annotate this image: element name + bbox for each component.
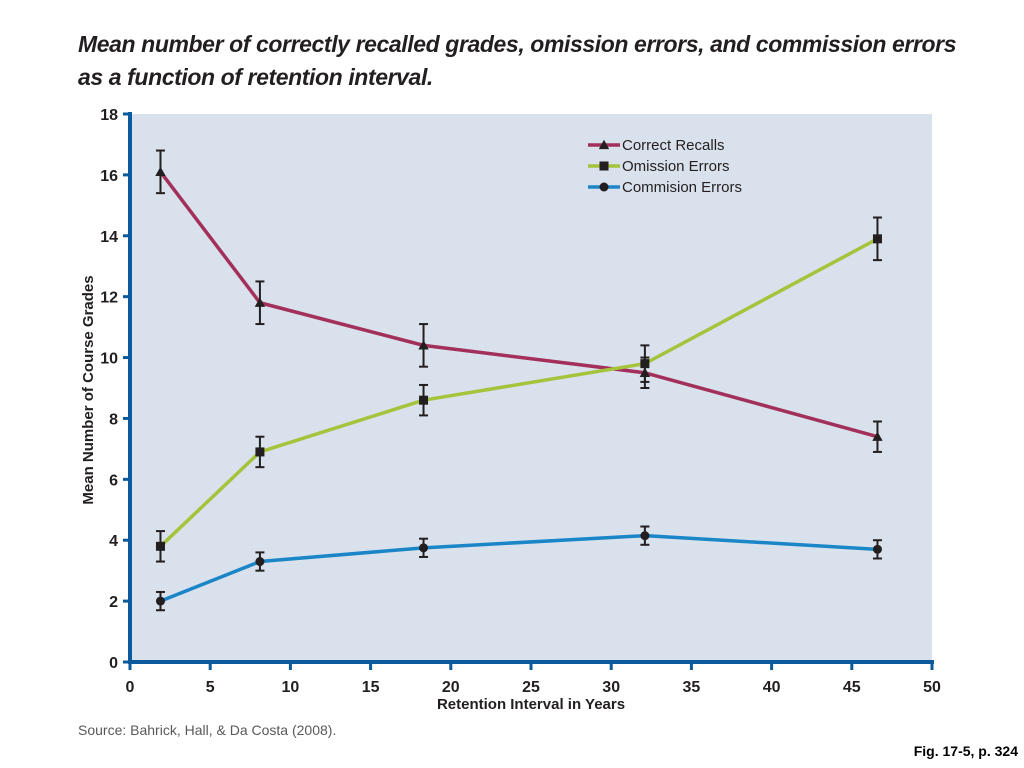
y-tick-label: 0 [109, 655, 118, 672]
y-axis-label: Mean Number of Course Grades [80, 275, 97, 504]
legend-marker-commision-errors [599, 182, 609, 192]
data-point-correct-recalls [418, 340, 429, 350]
x-tick-label: 50 [923, 679, 941, 696]
figure-reference: Fig. 17-5, p. 324 [913, 743, 1018, 759]
y-tick-label: 2 [109, 594, 118, 611]
x-tick-label: 10 [282, 679, 300, 696]
data-point-omission-errors [255, 447, 265, 457]
source-note: Source: Bahrick, Hall, & Da Costa (2008)… [78, 722, 337, 738]
legend-marker-correct-recalls [598, 139, 610, 150]
y-tick-label: 12 [100, 290, 118, 307]
legend-label-correct-recalls: Correct Recalls [622, 137, 725, 154]
data-point-commision-errors [419, 543, 429, 553]
data-point-commision-errors [155, 596, 165, 606]
data-point-omission-errors [155, 541, 165, 551]
y-tick-label: 10 [100, 351, 118, 368]
y-tick-label: 14 [100, 229, 118, 246]
data-point-correct-recalls [155, 166, 166, 177]
y-tick-label: 18 [100, 107, 118, 124]
x-tick-label: 5 [206, 679, 215, 696]
chart-title: Mean number of correctly recalled grades… [78, 31, 957, 91]
y-tick-label: 6 [109, 472, 118, 489]
x-tick-label: 40 [763, 679, 781, 696]
plot-background [130, 114, 932, 662]
legend-marker-omission-errors [599, 161, 609, 171]
data-point-omission-errors [419, 395, 429, 405]
data-point-correct-recalls [872, 431, 883, 441]
data-point-commision-errors [640, 531, 650, 541]
x-tick-label: 35 [683, 679, 701, 696]
x-tick-label: 0 [126, 679, 135, 696]
legend: Correct Recalls Omission Errors Commision … [588, 137, 742, 196]
data-point-omission-errors [640, 359, 650, 369]
x-tick-label: 15 [362, 679, 380, 696]
data-point-commision-errors [255, 557, 265, 567]
series-layer [155, 149, 883, 612]
axes-layer: 0 2 4 6 8 10 12 14 16 18 0 5 10 15 20 25 30 35 40 45 50 [100, 107, 941, 696]
x-tick-label: 25 [522, 679, 540, 696]
y-tick-label: 8 [109, 411, 118, 428]
y-tick-label: 4 [109, 533, 118, 550]
x-tick-label: 20 [442, 679, 460, 696]
x-tick-label: 30 [602, 679, 620, 696]
legend-label-omission-errors: Omission Errors [622, 158, 730, 175]
data-point-commision-errors [872, 544, 882, 554]
legend-label-commision-errors: Commision Errors [622, 179, 742, 196]
x-axis-label: Retention Interval in Years [437, 696, 625, 713]
data-point-correct-recalls [254, 297, 266, 307]
data-point-omission-errors [872, 234, 882, 244]
x-tick-label: 45 [843, 679, 861, 696]
y-tick-label: 16 [100, 168, 118, 185]
